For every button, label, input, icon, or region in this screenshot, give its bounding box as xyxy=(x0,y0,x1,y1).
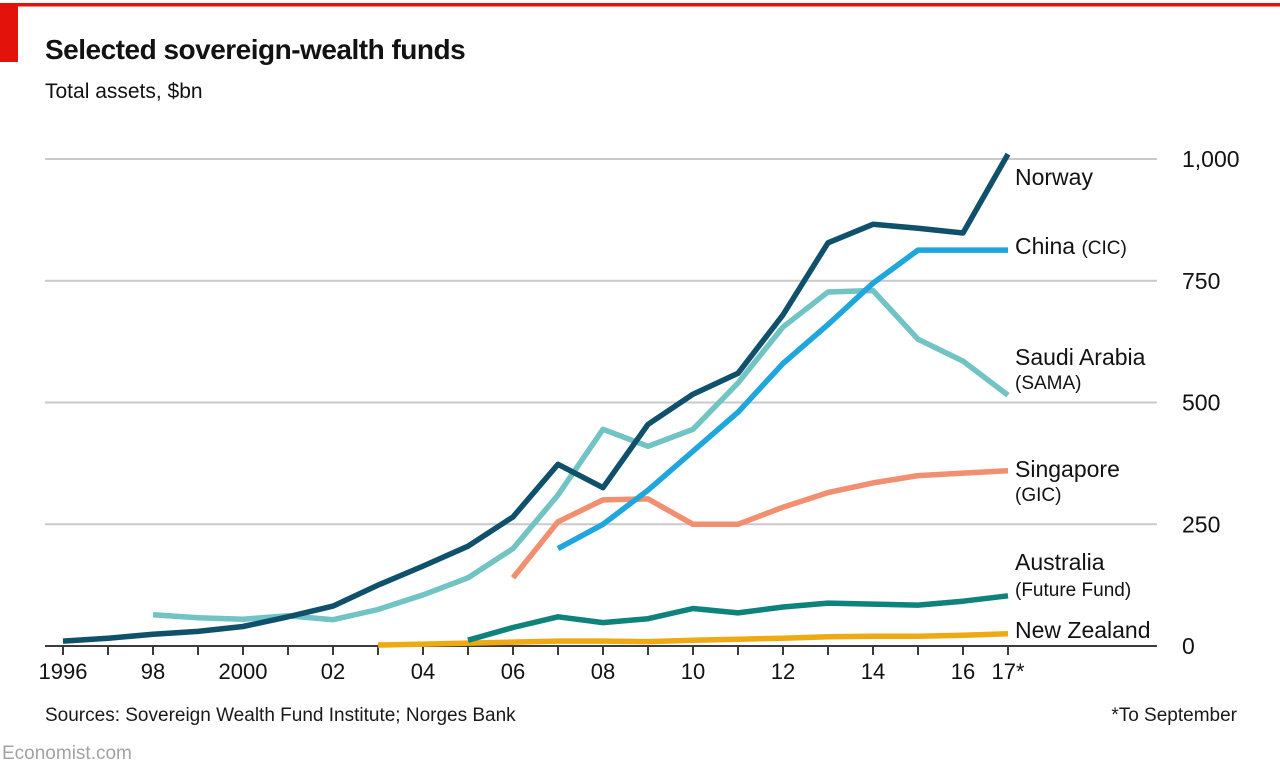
series-lines xyxy=(62,152,1011,648)
series-line-new-zealand xyxy=(377,631,1009,648)
top-rule xyxy=(0,3,1280,7)
series-label-paren-australia: (Future Fund) xyxy=(1015,580,1131,601)
site-name: Economist.com xyxy=(2,743,132,764)
chart-header: Selected sovereign-wealth funds Total as… xyxy=(0,3,1280,103)
xtick-label-2002: 02 xyxy=(321,659,345,684)
sources-text: Sources: Sovereign Wealth Fund Institute… xyxy=(45,705,516,726)
xtick-label-2012: 12 xyxy=(771,659,795,684)
series-label-paren-singapore: (GIC) xyxy=(1015,485,1061,506)
series-line-singapore xyxy=(510,467,1009,580)
x-axis: 1996 98 2000 02 04 06 08 10 12 14 16 17* xyxy=(39,647,1025,684)
ytick-label-750: 750 xyxy=(1182,268,1220,294)
ytick-label-0: 0 xyxy=(1182,633,1195,659)
xtick-label-2004: 04 xyxy=(411,659,435,684)
series-labels: Singapore (GIC) Saudi Arabia (SAMA) New Zeal… xyxy=(1015,164,1151,643)
series-line-australia xyxy=(467,593,1009,643)
chart-subtitle: Total assets, $bn xyxy=(45,80,203,103)
y-axis-labels: 0 250 500 750 1,000 xyxy=(1182,146,1240,659)
footnote-text: *To September xyxy=(1111,705,1237,726)
gridlines xyxy=(45,158,1157,647)
series-line-norway xyxy=(62,152,1011,644)
red-tab-accent xyxy=(0,3,18,62)
series-label-saudi-arabia: Saudi Arabia xyxy=(1015,344,1146,370)
xtick-label-2010: 10 xyxy=(681,659,705,684)
xtick-label-2000: 2000 xyxy=(219,659,268,684)
xtick-label-2017: 17* xyxy=(991,659,1024,684)
series-label-norway: Norway xyxy=(1015,164,1093,190)
xtick-label-2006: 06 xyxy=(501,659,525,684)
ytick-label-500: 500 xyxy=(1182,390,1220,416)
series-label-china: China (CIC) xyxy=(1015,233,1127,259)
series-label-paren-saudi-arabia: (SAMA) xyxy=(1015,373,1082,394)
series-label-singapore: Singapore xyxy=(1015,456,1120,482)
series-line-china xyxy=(556,247,1008,552)
xtick-label-1998: 98 xyxy=(141,659,165,684)
page-title: Selected sovereign-wealth funds xyxy=(45,34,465,65)
ytick-label-1,000: 1,000 xyxy=(1182,146,1240,172)
series-label-australia: Australia xyxy=(1015,549,1105,575)
xtick-label-1996: 1996 xyxy=(39,659,88,684)
series-label-new-zealand: New Zealand xyxy=(1015,617,1151,643)
xtick-label-2008: 08 xyxy=(591,659,615,684)
chart-footer: Sources: Sovereign Wealth Fund Institute… xyxy=(2,705,1238,764)
ytick-label-250: 250 xyxy=(1182,511,1220,537)
xtick-label-2016: 16 xyxy=(951,659,975,684)
series-line-saudi-arabia xyxy=(152,287,1010,623)
xtick-label-2014: 14 xyxy=(861,659,885,684)
